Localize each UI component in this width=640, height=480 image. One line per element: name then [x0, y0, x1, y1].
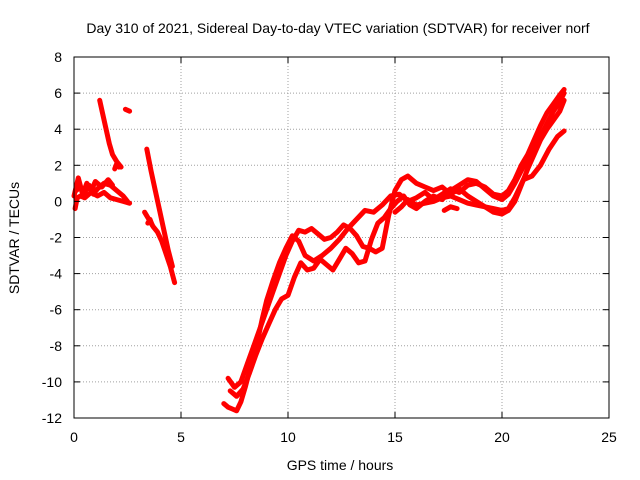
data-series-10 [221, 87, 567, 414]
x-tick-label: 10 [280, 429, 296, 445]
data-series-6 [112, 161, 122, 172]
axis-ticks: 0 5 10 15 20 25 -12 -10 -8 -6 -4 -2 0 2 4 6 8 [42, 49, 617, 445]
data-series-7 [144, 146, 175, 269]
data-series-12 [227, 90, 567, 399]
y-tick-label: 8 [54, 49, 62, 65]
y-tick-label: 2 [54, 157, 62, 173]
y-tick-label: 0 [54, 193, 62, 209]
x-tick-label: 20 [494, 429, 510, 445]
y-tick-label: -10 [42, 374, 62, 390]
data-series-9 [145, 216, 155, 228]
data-series-2 [73, 180, 130, 204]
data-series-13 [392, 128, 567, 215]
y-axis-label: SDTVAR / TECUs [6, 182, 22, 294]
y-tick-label: 6 [54, 85, 62, 101]
y-tick-label: 4 [54, 121, 62, 137]
data-series-layer [71, 87, 567, 414]
data-series-4 [97, 97, 124, 170]
y-tick-label: -4 [50, 266, 63, 282]
data-series-14 [441, 204, 460, 213]
y-tick-label: -2 [50, 230, 63, 246]
y-tick-label: -6 [50, 302, 63, 318]
x-tick-label: 0 [70, 429, 78, 445]
chart-title: Day 310 of 2021, Sidereal Day-to-day VTE… [86, 20, 589, 36]
data-series-3 [72, 189, 133, 212]
y-tick-label: -12 [42, 410, 62, 426]
data-series-5 [122, 106, 133, 114]
x-tick-label: 25 [601, 429, 617, 445]
x-tick-label: 5 [177, 429, 185, 445]
x-axis-label: GPS time / hours [287, 457, 394, 473]
y-tick-label: -8 [50, 338, 63, 354]
data-series-11 [225, 97, 567, 390]
x-tick-label: 15 [387, 429, 403, 445]
